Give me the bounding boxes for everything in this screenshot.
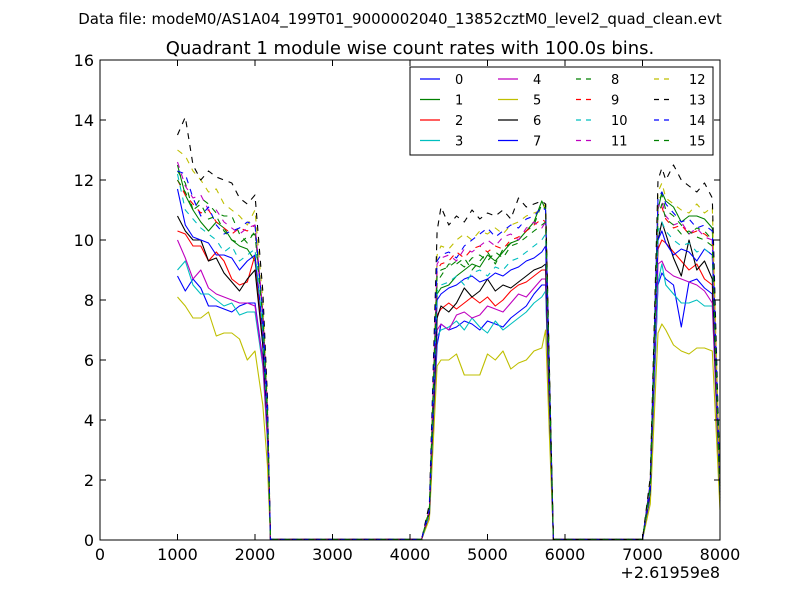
x-tick-label: 4000 [390,545,431,564]
y-tick-label: 16 [74,51,94,70]
y-tick-label: 0 [84,531,94,550]
series-line-7 [176,188,721,540]
legend-label-3: 3 [455,135,463,150]
y-tick-label: 14 [74,111,94,130]
series-line-8 [177,170,721,540]
series-line-11 [176,161,721,540]
legend-label-1: 1 [455,94,463,109]
series-line-0 [177,272,721,540]
x-tick-label: 8000 [700,545,741,564]
y-tick-label: 8 [84,291,94,310]
chart-title: Quadrant 1 module wise count rates with … [166,38,655,59]
series-line-5 [177,296,721,540]
y-tick-label: 12 [74,171,94,190]
x-tick-label: 3000 [312,545,353,564]
legend-label-7: 7 [533,135,541,150]
series-line-4 [176,239,721,540]
x-tick-label: 6000 [545,545,586,564]
series-line-3 [177,260,721,540]
y-tick-label: 4 [84,411,94,430]
legend-label-9: 9 [611,94,619,109]
series-line-12 [177,149,721,540]
legend-label-14: 14 [689,114,706,129]
chart-suptitle: Data file: modeM0/AS1A04_199T01_90000020… [78,10,722,29]
legend-label-4: 4 [533,73,541,88]
x-tick-label: 1000 [157,545,198,564]
legend-label-10: 10 [611,114,628,129]
series-line-1 [176,164,721,540]
legend-label-6: 6 [533,114,541,129]
legend-box [409,66,714,156]
legend-label-15: 15 [689,135,706,150]
legend-label-0: 0 [455,73,463,88]
series-line-13 [176,116,721,540]
legend-label-5: 5 [533,94,541,109]
legend-label-13: 13 [689,94,706,109]
series-line-2 [177,230,721,540]
legend-label-12: 12 [689,73,706,88]
x-axis-offset-label: +2.61959e8 [620,563,720,582]
legend-label-8: 8 [611,73,619,88]
series-line-6 [177,215,721,540]
x-tick-label: 0 [95,545,105,564]
legend-label-11: 11 [611,135,628,150]
series-line-10 [176,173,721,540]
y-tick-label: 6 [84,351,94,370]
x-tick-label: 7000 [622,545,663,564]
series-line-15 [177,179,721,540]
y-tick-label: 2 [84,471,94,490]
legend-label-2: 2 [455,114,463,129]
axis-ticks: 0 1000 2000 3000 4000 5000 6000 7000 80000246810… [74,51,741,564]
x-tick-label: 5000 [467,545,508,564]
series-layer [176,116,721,540]
y-tick-label: 10 [74,231,94,250]
x-tick-label: 2000 [235,545,276,564]
series-line-14 [177,170,721,540]
